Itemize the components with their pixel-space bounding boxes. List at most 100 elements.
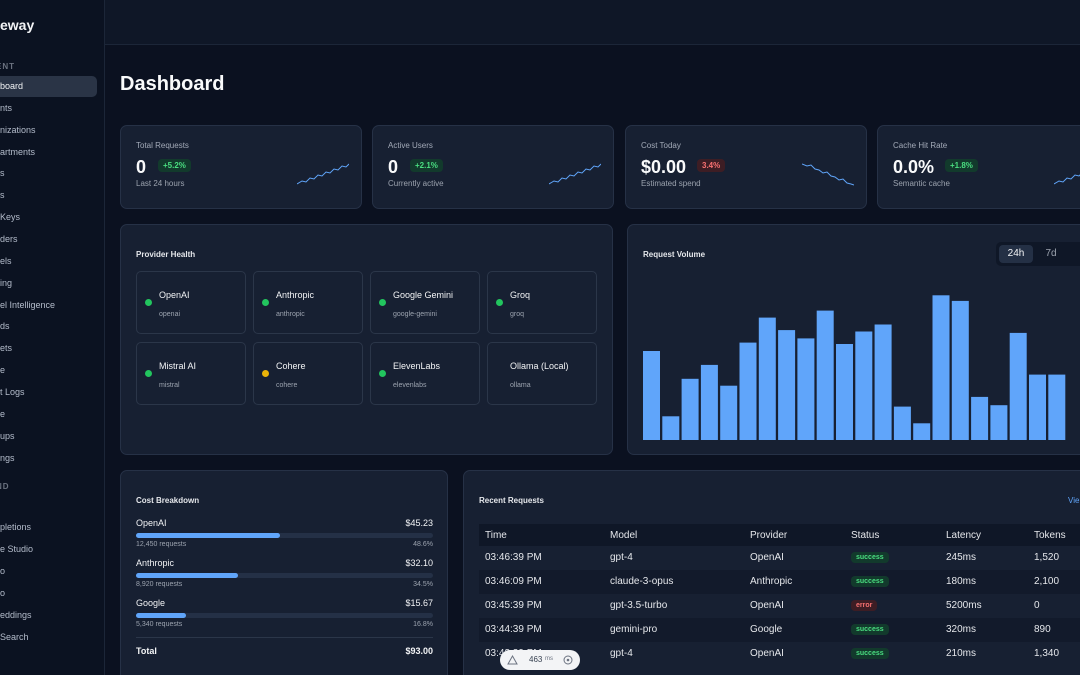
- status-badge: error: [851, 600, 878, 611]
- sidebar-item[interactable]: s: [0, 190, 5, 200]
- provider-tile-mistral[interactable]: Mistral AI mistral: [136, 342, 246, 405]
- range-button-24h[interactable]: 24h: [999, 245, 1033, 263]
- sidebar-item[interactable]: ups: [0, 431, 15, 441]
- volume-bar[interactable]: [1009, 332, 1027, 440]
- settings-icon[interactable]: [563, 655, 573, 665]
- sidebar-item[interactable]: e Studio: [0, 544, 34, 554]
- volume-bar[interactable]: [797, 338, 815, 440]
- cost-provider-name: Anthropic: [136, 558, 175, 568]
- status-dot-icon: [262, 299, 269, 306]
- provider-tile-cohere[interactable]: Cohere cohere: [253, 342, 363, 405]
- stat-delta-badge: +1.8%: [945, 159, 978, 172]
- stat-subtitle: Currently active: [388, 179, 444, 188]
- card-title: Cost Breakdown: [136, 496, 200, 505]
- sidebar-item[interactable]: ing: [0, 278, 13, 288]
- cell-model: gpt-3.5-turbo: [610, 600, 668, 611]
- volume-bar[interactable]: [739, 342, 757, 440]
- provider-tile-groq[interactable]: Groq groq: [487, 271, 597, 334]
- column-header-status[interactable]: Status: [851, 530, 880, 541]
- provider-tile-anthropic[interactable]: Anthropic anthropic: [253, 271, 363, 334]
- table-row[interactable]: 03:46:09 PM claude-3-opus Anthropic 180ms 2,…: [479, 570, 1080, 594]
- sidebar-item[interactable]: t Logs: [0, 387, 25, 397]
- cost-breakdown-card: Cost Breakdown OpenAI $45.23 12,450 requ…: [120, 470, 448, 675]
- sidebar-item[interactable]: ngs: [0, 453, 15, 463]
- provider-name: Google Gemini: [393, 290, 454, 300]
- column-header-tokens[interactable]: Tokens: [1034, 530, 1066, 541]
- cost-requests: 5,340 requests: [136, 621, 183, 628]
- provider-name: Anthropic: [276, 290, 315, 300]
- volume-bar[interactable]: [874, 324, 892, 441]
- sidebar-item[interactable]: e: [0, 409, 6, 419]
- volume-bar[interactable]: [720, 385, 738, 440]
- status-badge: success: [851, 552, 889, 563]
- sidebar-item[interactable]: eddings: [0, 610, 32, 620]
- warning-triangle-icon: [507, 655, 518, 665]
- status-dot-icon: [262, 370, 269, 377]
- volume-bar[interactable]: [932, 295, 950, 440]
- sidebar-item[interactable]: ds: [0, 321, 10, 331]
- stat-label: Cost Today: [641, 141, 681, 150]
- latency-indicator[interactable]: 463 ms: [500, 650, 580, 670]
- sidebar-item-dashboard[interactable]: board: [0, 76, 97, 97]
- sidebar-item[interactable]: ders: [0, 234, 18, 244]
- volume-bar[interactable]: [913, 423, 931, 440]
- sidebar-item[interactable]: ets: [0, 343, 13, 353]
- view-all-link[interactable]: Vie: [1068, 496, 1080, 505]
- stat-delta-badge: +5.2%: [158, 159, 191, 172]
- latency-value: 463: [529, 655, 543, 664]
- sidebar-item[interactable]: e: [0, 365, 6, 375]
- sidebar-item[interactable]: s: [0, 168, 5, 178]
- status-dot-icon: [496, 299, 503, 306]
- sidebar-item[interactable]: o: [0, 566, 6, 576]
- column-header-model[interactable]: Model: [610, 530, 638, 541]
- cell-provider: OpenAI: [750, 600, 784, 611]
- status-dot-icon: [379, 299, 386, 306]
- range-button-7d[interactable]: 7d: [1045, 248, 1057, 259]
- column-header-provider[interactable]: Provider: [750, 530, 788, 541]
- table-row[interactable]: 03:45:39 PM gpt-3.5-turbo OpenAI 5200ms 0 err…: [479, 594, 1080, 618]
- sidebar-item[interactable]: Search: [0, 632, 29, 642]
- table-header: Time Model Provider Status Latency Token…: [479, 524, 1080, 546]
- volume-bar[interactable]: [700, 364, 718, 440]
- sidebar-item[interactable]: el Intelligence: [0, 300, 56, 310]
- volume-bar[interactable]: [816, 310, 834, 440]
- sidebar-section-label: ENT: [0, 62, 15, 71]
- sidebar-item[interactable]: nts: [0, 103, 13, 113]
- table-row[interactable]: 03:46:39 PM gpt-4 OpenAI 245ms 1,520 success: [479, 546, 1080, 570]
- sidebar-item[interactable]: nizations: [0, 125, 36, 135]
- column-header-time[interactable]: Time: [485, 530, 507, 541]
- volume-bar[interactable]: [990, 405, 1008, 440]
- volume-bar[interactable]: [1048, 374, 1066, 440]
- provider-tile-openai[interactable]: OpenAI openai: [136, 271, 246, 334]
- volume-bar[interactable]: [1029, 374, 1046, 440]
- volume-bar[interactable]: [893, 406, 911, 440]
- provider-slug: mistral: [159, 382, 180, 389]
- volume-bar[interactable]: [836, 344, 853, 440]
- provider-tile-elevenlabs[interactable]: ElevenLabs elevenlabs: [370, 342, 480, 405]
- column-header-latency[interactable]: Latency: [946, 530, 982, 541]
- sidebar-item[interactable]: o: [0, 588, 6, 598]
- cell-time: 03:46:09 PM: [485, 576, 542, 587]
- provider-slug: google-gemini: [393, 311, 437, 318]
- volume-bar[interactable]: [662, 416, 680, 440]
- volume-bar[interactable]: [758, 317, 776, 440]
- volume-bar[interactable]: [855, 331, 873, 441]
- sidebar-section-label: ND: [0, 482, 10, 491]
- provider-tile-google-gemini[interactable]: Google Gemini google-gemini: [370, 271, 480, 334]
- sidebar-item[interactable]: pletions: [0, 522, 32, 532]
- volume-bar[interactable]: [643, 351, 660, 440]
- cell-model: claude-3-opus: [610, 576, 674, 587]
- cell-latency: 180ms: [946, 576, 977, 587]
- stat-delta-badge: +2.1%: [410, 159, 443, 172]
- sidebar-item[interactable]: artments: [0, 147, 36, 157]
- volume-bar[interactable]: [951, 300, 969, 440]
- sidebar-item[interactable]: Keys: [0, 212, 21, 222]
- volume-bar[interactable]: [681, 378, 699, 440]
- table-row[interactable]: 03:44:39 PM gemini-pro Google 320ms 890 succe…: [479, 618, 1080, 642]
- sidebar-item[interactable]: els: [0, 256, 12, 266]
- provider-tile-ollama[interactable]: Ollama (Local) ollama: [487, 342, 597, 405]
- stat-value: 0: [388, 157, 399, 177]
- volume-bar[interactable]: [778, 330, 796, 440]
- cell-time: 03:46:39 PM: [485, 552, 542, 563]
- volume-bar[interactable]: [971, 396, 989, 440]
